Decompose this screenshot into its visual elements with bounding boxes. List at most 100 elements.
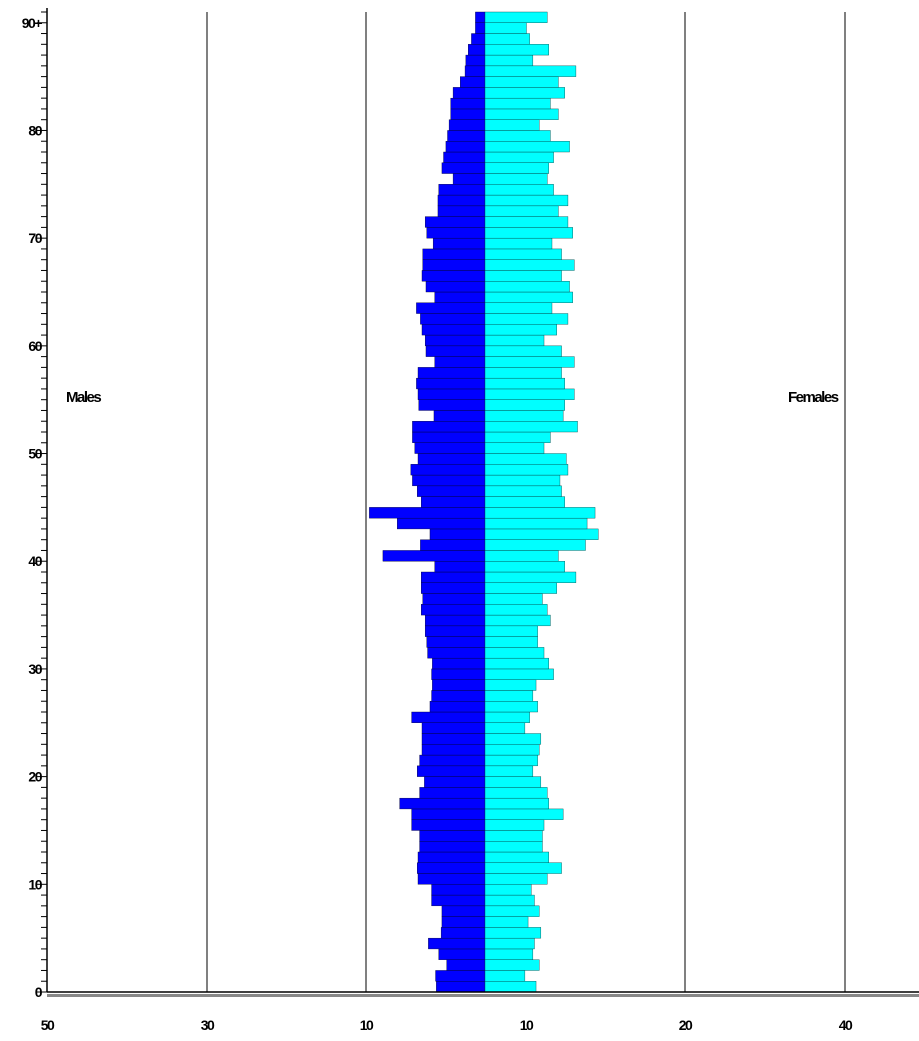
bar-female-age-84 [484, 76, 559, 88]
bar-male-age-75 [452, 173, 486, 185]
bar-male-age-60 [424, 334, 486, 347]
females-annotation: Females [788, 389, 839, 406]
bar-female-age-64 [484, 291, 573, 303]
bar-male-age-22 [421, 744, 486, 756]
bar-male-age-25 [411, 711, 486, 723]
bar-female-age-77 [484, 151, 554, 163]
bar-male-age-78 [445, 141, 486, 153]
bar-male-age-33 [424, 625, 486, 637]
bar-female-age-57 [484, 367, 562, 379]
bar-female-age-52 [484, 421, 578, 433]
bar-female-age-63 [484, 302, 553, 314]
bar-male-age-43 [397, 517, 486, 530]
bar-male-age-32 [426, 636, 486, 648]
bar-female-age-55 [484, 388, 575, 400]
x-tick-label-1: 30 [201, 1017, 215, 1033]
bar-female-age-53 [484, 410, 564, 422]
bar-male-age-10 [417, 873, 486, 885]
bar-female-age-2 [484, 959, 540, 971]
bar-male-age-5 [440, 927, 486, 939]
y-tick-label-80: 80 [28, 122, 42, 138]
bar-male-age-8 [431, 894, 486, 907]
bar-female-age-59 [484, 345, 562, 357]
bar-female-age-81 [484, 108, 559, 120]
bar-male-age-12 [417, 851, 486, 863]
bar-male-age-54 [418, 399, 486, 411]
bar-female-age-54 [484, 399, 565, 411]
bar-female-age-35 [484, 604, 548, 616]
bar-female-age-45 [484, 496, 565, 508]
bar-male-age-73 [437, 194, 486, 207]
bar-male-age-44 [369, 507, 486, 519]
bar-female-age-60 [484, 334, 545, 347]
bar-female-age-83 [484, 87, 565, 99]
bar-female-age-28 [484, 679, 537, 691]
bar-female-age-22 [484, 744, 540, 756]
bar-male-age-84 [460, 76, 486, 88]
x-tick-label-3: 10 [520, 1017, 534, 1033]
bar-female-age-80 [484, 119, 540, 131]
bar-female-age-78 [484, 141, 570, 153]
bar-male-age-6 [441, 916, 486, 928]
bar-male-age-11 [417, 862, 486, 874]
bar-female-age-20 [484, 765, 534, 777]
bar-male-age-50 [414, 442, 486, 454]
bar-female-age-50 [484, 442, 545, 454]
bar-male-age-59 [425, 345, 486, 357]
bar-female-age-71 [484, 216, 569, 228]
bar-male-age-48 [410, 464, 486, 476]
bar-male-age-31 [427, 647, 486, 659]
bar-female-age-34 [484, 614, 551, 627]
bar-female-age-32 [484, 636, 538, 648]
bar-female-age-43 [484, 517, 588, 530]
y-tick-label-30: 30 [28, 661, 42, 677]
bar-female-age-49 [484, 453, 567, 465]
bar-male-age-49 [417, 453, 486, 465]
axes [37, 8, 919, 997]
bar-male-age-2 [446, 959, 486, 971]
bar-male-age-37 [421, 582, 486, 594]
bar-female-age-69 [484, 237, 553, 250]
bar-female-age-0 [484, 981, 537, 993]
bar-male-age-85 [464, 65, 486, 77]
bar-female-age-29 [484, 668, 554, 680]
bar-male-age-89 [475, 22, 486, 34]
bar-male-age-81 [450, 108, 486, 120]
bar-male-age-70 [426, 227, 486, 239]
bar-female-age-73 [484, 194, 569, 207]
bar-male-age-57 [417, 367, 486, 379]
bar-male-age-35 [421, 604, 486, 616]
bar-male-age-16 [411, 808, 486, 820]
x-tick-label-5: 40 [839, 1017, 853, 1033]
bar-female-age-85 [484, 65, 577, 77]
bar-female-age-82 [484, 97, 551, 110]
bar-female-age-27 [484, 690, 534, 702]
y-tick-label-40: 40 [28, 553, 42, 569]
bar-male-age-41 [420, 539, 486, 551]
bar-male-age-9 [431, 884, 486, 896]
y-tick-label-60: 60 [28, 338, 42, 354]
bar-male-age-56 [416, 377, 486, 390]
bar-female-age-68 [484, 248, 562, 260]
bar-male-age-19 [424, 776, 486, 788]
bar-female-age-76 [484, 162, 549, 174]
bar-male-age-39 [434, 561, 486, 573]
bar-male-age-71 [424, 216, 486, 228]
bar-female-age-30 [484, 657, 549, 670]
bar-male-age-13 [419, 841, 486, 853]
bar-male-age-67 [422, 259, 486, 271]
x-tick-labels: 50 30 10 10 20 40 [41, 1017, 855, 1033]
x-tick-label-0: 50 [41, 1017, 55, 1033]
bar-male-age-64 [434, 291, 486, 303]
bar-male-age-77 [443, 151, 486, 163]
bar-female-age-10 [484, 873, 548, 885]
bar-male-age-65 [425, 281, 486, 293]
bar-male-age-76 [441, 162, 486, 174]
bars-males [369, 11, 486, 993]
bar-male-age-26 [429, 701, 486, 713]
bar-female-age-26 [484, 701, 538, 713]
bar-male-age-0 [436, 981, 486, 993]
bar-male-age-4 [428, 937, 486, 950]
bar-male-age-28 [432, 679, 486, 691]
bar-female-age-17 [484, 797, 549, 810]
